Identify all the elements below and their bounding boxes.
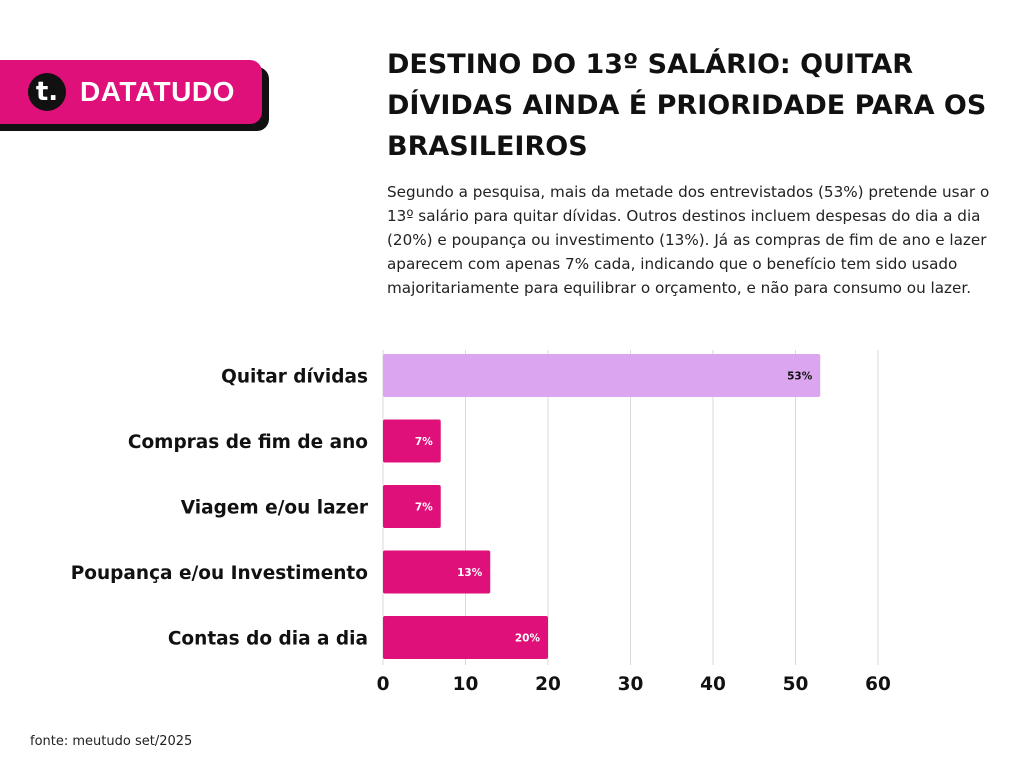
brand-badge-face: t. DATATUDO [0, 60, 262, 124]
category-label-4: Contas do dia a dia [168, 629, 368, 650]
data-label-4: 20% [515, 633, 541, 645]
brand-badge: t. DATATUDO [0, 60, 269, 131]
x-tick-label-1: 10 [453, 674, 479, 695]
category-label-0: Quitar dívidas [221, 367, 368, 388]
category-label-1: Compras de fim de ano [128, 432, 368, 453]
category-label-3: Poupança e/ou Investimento [71, 563, 368, 584]
brand-name: DATATUDO [80, 76, 235, 107]
x-tick-label-0: 0 [377, 674, 390, 695]
bar-3 [383, 550, 491, 594]
x-tick-label-6: 60 [865, 674, 891, 695]
x-tick-label-5: 50 [783, 674, 809, 695]
bar-4 [383, 616, 548, 659]
chart-title: DESTINO DO 13º SALÁRIO: QUITAR DÍVIDAS A… [387, 49, 987, 162]
data-label-2: 7% [415, 502, 433, 514]
bar-0 [383, 354, 821, 397]
bar-chart: 53% Quitar dívidas 7% Compras de fim de ano… [71, 350, 891, 695]
chart-description: Segundo a pesquisa, mais da metade dos e… [387, 183, 990, 297]
data-label-3: 13% [457, 567, 483, 579]
x-tick-label-4: 40 [700, 674, 726, 695]
source-note: fonte: meutudo set/2025 [30, 734, 193, 749]
x-tick-label-3: 30 [618, 674, 644, 695]
data-label-1: 7% [415, 436, 433, 448]
bar-2 [383, 485, 441, 528]
x-tick-label-2: 20 [535, 674, 561, 695]
bar-1 [383, 419, 441, 463]
brand-logo-icon: t. [28, 73, 66, 111]
category-label-2: Viagem e/ou lazer [181, 498, 369, 519]
data-label-0: 53% [787, 371, 813, 383]
